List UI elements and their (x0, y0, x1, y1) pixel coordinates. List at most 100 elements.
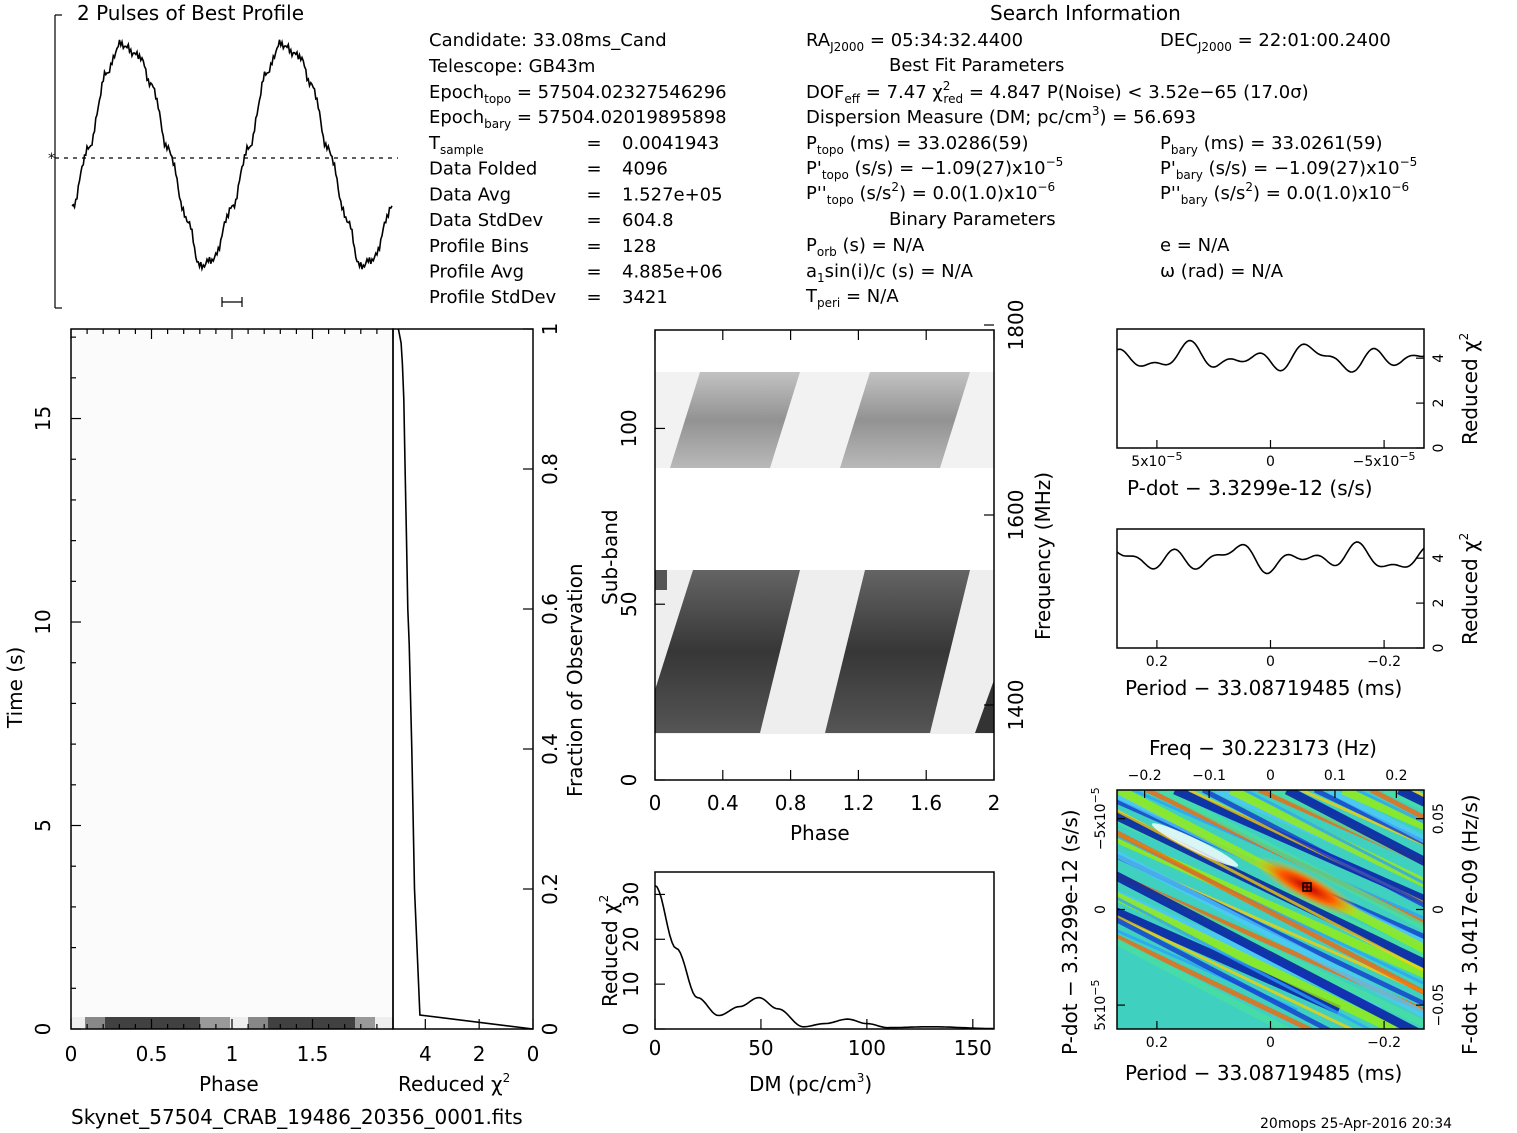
ppd-stripe (1117, 871, 1421, 1029)
pdot-curve (1116, 339, 1425, 373)
dof-line: DOFeff = 7.47 χ2 red = 4.847 P(Noise) < 3… (806, 79, 1309, 106)
subband-panel: 0 0.4 0.8 1.2 1.6 2 0 50 100 1400 1600 1800 Phase S… (598, 300, 1055, 845)
y-tick-label: 20 (619, 927, 643, 952)
epoch-topo-line: Epochtopo = 57504.02327546296 (429, 82, 727, 106)
freq-tick-label: 1600 (1004, 490, 1028, 541)
ecc-line: e = N/A (1160, 235, 1230, 256)
y-tick-label: 2 (1431, 599, 1447, 608)
stat-label: Profile StdDev (429, 287, 557, 308)
ppd-stripe (1132, 790, 1424, 920)
tick-label: 2 (988, 791, 1001, 815)
tick-label: 0.4 (707, 791, 739, 815)
ppd-xlabel: Period − 33.08719485 (ms) (1125, 1061, 1402, 1085)
tick-label: 50 (748, 1036, 773, 1060)
best-fit-title: Best Fit Parameters (889, 55, 1064, 76)
period-panel: 0.2 0 −0.2 0 2 4 Period − 33.08719485 (ms) Re… (1116, 528, 1482, 700)
time-phase-image (71, 329, 393, 1029)
tick-label: 0 (65, 1042, 78, 1066)
ppd-stripes (1117, 790, 1424, 1029)
pddot-topo-line: P''topo (s/s2) = 0.0(1.0)x10−6 (806, 180, 1055, 207)
stat-label: Data StdDev (429, 210, 544, 231)
ppd-stripe (1117, 929, 1298, 1012)
search-info: Search Information Candidate: 33.08ms_Ca… (428, 1, 1417, 310)
omega-line: ω (rad) = N/A (1160, 261, 1284, 282)
y-tick-label: 0 (1093, 905, 1109, 914)
p-bary-line: Pbary (ms) = 33.0261(59) (1160, 133, 1382, 157)
error-bar-icon (221, 297, 243, 307)
stat-label: Tsample (428, 133, 484, 157)
tick-label: 150 (954, 1036, 992, 1060)
ppd-stripe (1117, 891, 1397, 1029)
y-tick-label: 0 (1431, 444, 1447, 453)
y-tick-label: 100 (617, 409, 641, 447)
profile-curve (71, 38, 393, 272)
a1sini-line: a1sin(i)/c (s) = N/A (806, 261, 974, 285)
porb-line: Porb (s) = N/A (806, 235, 925, 259)
y-tick-label: 1 (538, 323, 562, 336)
tick-label: −5x10−5 (1353, 450, 1416, 470)
stat-equals: = (586, 287, 601, 308)
ppd-white-streak (1151, 823, 1239, 867)
tick-label: 0 (527, 1042, 540, 1066)
profile-panel: 2 Pulses of Best Profile * (48, 1, 398, 309)
time-phase-ylabel: Time (s) (3, 647, 27, 729)
tick-label: 1.2 (842, 791, 874, 815)
time-phase-xlabel: Phase (199, 1072, 259, 1096)
tick-label: 5x10−5 (1131, 450, 1182, 470)
tick-label: 4 (419, 1042, 432, 1066)
stat-value: 3421 (622, 287, 668, 308)
y-tick-label: 10 (31, 609, 55, 634)
ppd-stripe (1173, 790, 1424, 905)
ppd-stripe (1117, 896, 1372, 1029)
frequency-label: Frequency (MHz) (1031, 472, 1055, 640)
dm-curve (654, 884, 995, 1030)
tick-label: 1.5 (297, 1042, 329, 1066)
y-tick-label: 10 (619, 971, 643, 996)
tick-label: 0 (1266, 454, 1275, 470)
pdot-ylabel: Reduced χ2 (1457, 333, 1482, 445)
stat-value: 604.8 (622, 210, 674, 231)
ppd-stripe (1117, 937, 1293, 1029)
y-tick-label: 0.8 (538, 453, 562, 485)
right-tick-label: −0.05 (1431, 984, 1447, 1027)
time-chi2-curve (397, 328, 534, 1030)
right-tick-label: 0 (1431, 905, 1447, 914)
ppd-stripe (1117, 790, 1424, 954)
binary-title: Binary Parameters (889, 209, 1056, 230)
time-chi2-panel: 4 2 0 0 0.2 0.4 0.6 0.8 1 Reduced χ2 Fraction of… (392, 323, 587, 1096)
y-tick-label: 5 (31, 819, 55, 832)
period-xlabel: Period − 33.08719485 (ms) (1125, 676, 1402, 700)
period-ylabel: Reduced χ2 (1457, 533, 1482, 645)
p-topo-line: Ptopo (ms) = 33.0286(59) (806, 133, 1028, 157)
ppd-stripe (1284, 790, 1424, 867)
dm-ylabel: Reduced χ2 (597, 895, 622, 1007)
stat-label: Profile Avg (429, 262, 524, 283)
ppd-stripe (1117, 850, 1424, 1019)
ppd-stripe (1117, 917, 1333, 1029)
y-tick-label: 0.4 (538, 733, 562, 765)
ppd-ylabel: P-dot − 3.3299e-12 (s/s) (1058, 809, 1082, 1055)
freq-tick-label: 1400 (1004, 680, 1028, 731)
y-tick-label: 0 (31, 1023, 55, 1036)
ppd-stripe (1313, 790, 1424, 846)
y-tick-label: 0 (1431, 644, 1447, 653)
fold-stats: Tsample = 0.0041943 Data Folded = 4096 Data Av… (428, 133, 723, 308)
y-tick-label: 0 (619, 1023, 643, 1036)
ppd-stripe (1229, 790, 1424, 888)
ppd-ylabel-right: F-dot + 3.0417e-09 (Hz/s) (1458, 794, 1482, 1055)
candidate-line: Candidate: 33.08ms_Cand (429, 30, 667, 51)
tick-label: 0.2 (1385, 768, 1407, 784)
stat-value: 0.0041943 (622, 133, 719, 154)
y-tick-label: 0.6 (538, 593, 562, 625)
y-tick-label: 0 (538, 1023, 562, 1036)
tick-label: 0.2 (1146, 654, 1168, 670)
tick-label: 0.2 (1146, 1035, 1168, 1051)
y-tick-label: 5x10−5 (1089, 979, 1109, 1030)
tick-label: −0.1 (1192, 768, 1226, 784)
tick-label: 0.8 (775, 791, 807, 815)
tick-label: −0.2 (1367, 1035, 1401, 1051)
tick-label: 0 (649, 1036, 662, 1060)
y-tick-label: 4 (1431, 554, 1447, 563)
ppd-stripe (1117, 915, 1354, 1029)
ppd-stripe (1300, 790, 1424, 846)
